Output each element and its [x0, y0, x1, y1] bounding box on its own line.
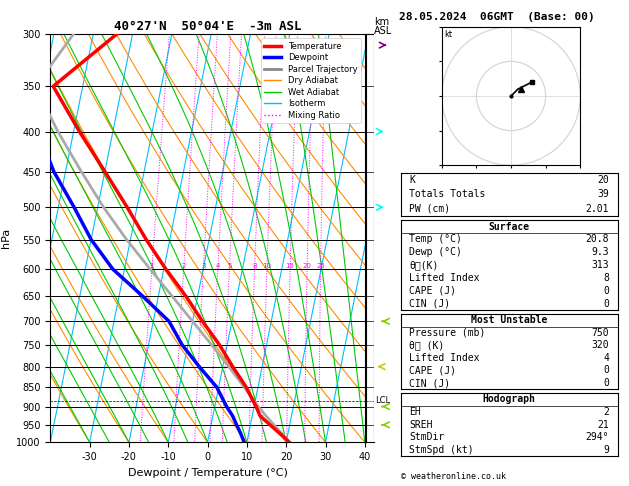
Text: 2: 2	[182, 263, 186, 269]
Text: 9.3: 9.3	[591, 247, 609, 257]
Text: Hodograph: Hodograph	[482, 395, 536, 404]
Title: 40°27'N  50°04'E  -3m ASL: 40°27'N 50°04'E -3m ASL	[114, 20, 301, 33]
Text: 0: 0	[603, 378, 609, 388]
Text: 320: 320	[591, 340, 609, 350]
Text: 9: 9	[603, 445, 609, 455]
Text: 20: 20	[303, 263, 311, 269]
Text: 294°: 294°	[586, 433, 609, 442]
Text: θᴇ (K): θᴇ (K)	[409, 340, 445, 350]
Text: CIN (J): CIN (J)	[409, 378, 450, 388]
Text: Dewp (°C): Dewp (°C)	[409, 247, 462, 257]
Text: 10: 10	[262, 263, 272, 269]
Text: 20: 20	[598, 175, 609, 185]
Text: 39: 39	[598, 190, 609, 199]
Text: SREH: SREH	[409, 420, 433, 430]
Text: 0: 0	[603, 298, 609, 309]
Text: 5: 5	[227, 263, 231, 269]
Text: 4: 4	[603, 353, 609, 363]
Text: 750: 750	[591, 328, 609, 338]
Text: 21: 21	[598, 420, 609, 430]
Text: Surface: Surface	[489, 222, 530, 232]
Text: kt: kt	[445, 30, 453, 38]
Text: 3: 3	[201, 263, 206, 269]
Text: StmSpd (kt): StmSpd (kt)	[409, 445, 474, 455]
Text: Lifted Index: Lifted Index	[409, 273, 480, 283]
Text: 1: 1	[150, 263, 154, 269]
Text: Pressure (mb): Pressure (mb)	[409, 328, 486, 338]
Text: Lifted Index: Lifted Index	[409, 353, 480, 363]
Text: K: K	[409, 175, 415, 185]
X-axis label: Dewpoint / Temperature (°C): Dewpoint / Temperature (°C)	[128, 468, 287, 478]
Text: LCL: LCL	[376, 397, 391, 405]
Text: 8: 8	[603, 273, 609, 283]
Text: ASL: ASL	[374, 26, 392, 36]
Text: θᴇ(K): θᴇ(K)	[409, 260, 439, 270]
Text: 2.01: 2.01	[586, 204, 609, 214]
Text: 4: 4	[216, 263, 220, 269]
Text: km: km	[374, 17, 389, 27]
Text: 2: 2	[603, 407, 609, 417]
Text: Most Unstable: Most Unstable	[471, 315, 547, 325]
Text: Temp (°C): Temp (°C)	[409, 234, 462, 244]
Text: CIN (J): CIN (J)	[409, 298, 450, 309]
Text: © weatheronline.co.uk: © weatheronline.co.uk	[401, 472, 506, 481]
Text: StmDir: StmDir	[409, 433, 445, 442]
Text: 28.05.2024  06GMT  (Base: 00): 28.05.2024 06GMT (Base: 00)	[399, 12, 595, 22]
Text: 0: 0	[603, 365, 609, 376]
Text: 8: 8	[252, 263, 257, 269]
Y-axis label: hPa: hPa	[1, 228, 11, 248]
Text: Totals Totals: Totals Totals	[409, 190, 486, 199]
Text: EH: EH	[409, 407, 421, 417]
Text: 15: 15	[286, 263, 294, 269]
Text: 25: 25	[316, 263, 325, 269]
Text: PW (cm): PW (cm)	[409, 204, 450, 214]
Text: CAPE (J): CAPE (J)	[409, 365, 457, 376]
Text: 20.8: 20.8	[586, 234, 609, 244]
Text: 0: 0	[603, 286, 609, 296]
Legend: Temperature, Dewpoint, Parcel Trajectory, Dry Adiabat, Wet Adiabat, Isotherm, Mi: Temperature, Dewpoint, Parcel Trajectory…	[261, 38, 360, 123]
Text: 313: 313	[591, 260, 609, 270]
Text: CAPE (J): CAPE (J)	[409, 286, 457, 296]
